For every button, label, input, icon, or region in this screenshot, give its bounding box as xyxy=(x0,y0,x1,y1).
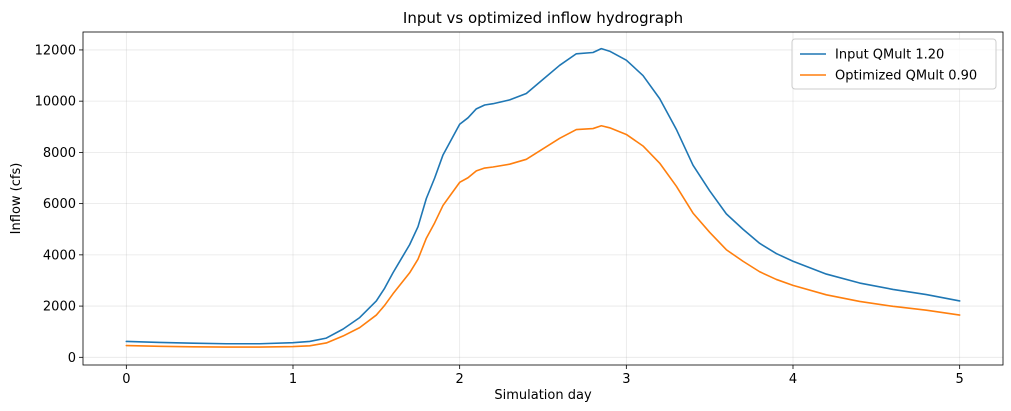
y-tick-label: 0 xyxy=(68,351,76,366)
legend-box xyxy=(791,38,997,90)
x-tick-label: 3 xyxy=(622,372,630,387)
x-axis-label: Simulation day xyxy=(494,388,592,403)
legend-label-2: Optimized QMult 0.90 xyxy=(835,69,977,84)
y-tick-label: 10000 xyxy=(35,95,76,110)
x-tick-label: 0 xyxy=(122,372,130,387)
y-axis-label: Inflow (cfs) xyxy=(9,163,24,235)
axis-ticks: 0 1 2 3 4 5 0 2000 4000 6000 8000 10000 12000 xyxy=(35,43,964,387)
series-line-1 xyxy=(125,47,961,345)
y-tick-label: 12000 xyxy=(35,43,76,58)
x-tick-label: 1 xyxy=(289,372,297,387)
chart-title: Input vs optimized inflow hydrograph xyxy=(403,9,683,27)
x-tick-label: 4 xyxy=(789,372,797,387)
x-tick-label: 5 xyxy=(956,372,964,387)
y-tick-label: 4000 xyxy=(43,248,76,263)
y-tick-label: 6000 xyxy=(43,197,76,212)
series-lines xyxy=(125,47,961,348)
legend-label-1: Input QMult 1.20 xyxy=(835,48,944,63)
x-tick-label: 2 xyxy=(456,372,464,387)
y-tick-label: 8000 xyxy=(43,146,76,161)
series-line-2 xyxy=(125,124,961,348)
grid xyxy=(83,32,1003,365)
plot-frame xyxy=(82,31,1004,366)
legend: Input QMult 1.20 Optimized QMult 0.90 xyxy=(791,38,997,90)
y-tick-label: 2000 xyxy=(43,300,76,315)
